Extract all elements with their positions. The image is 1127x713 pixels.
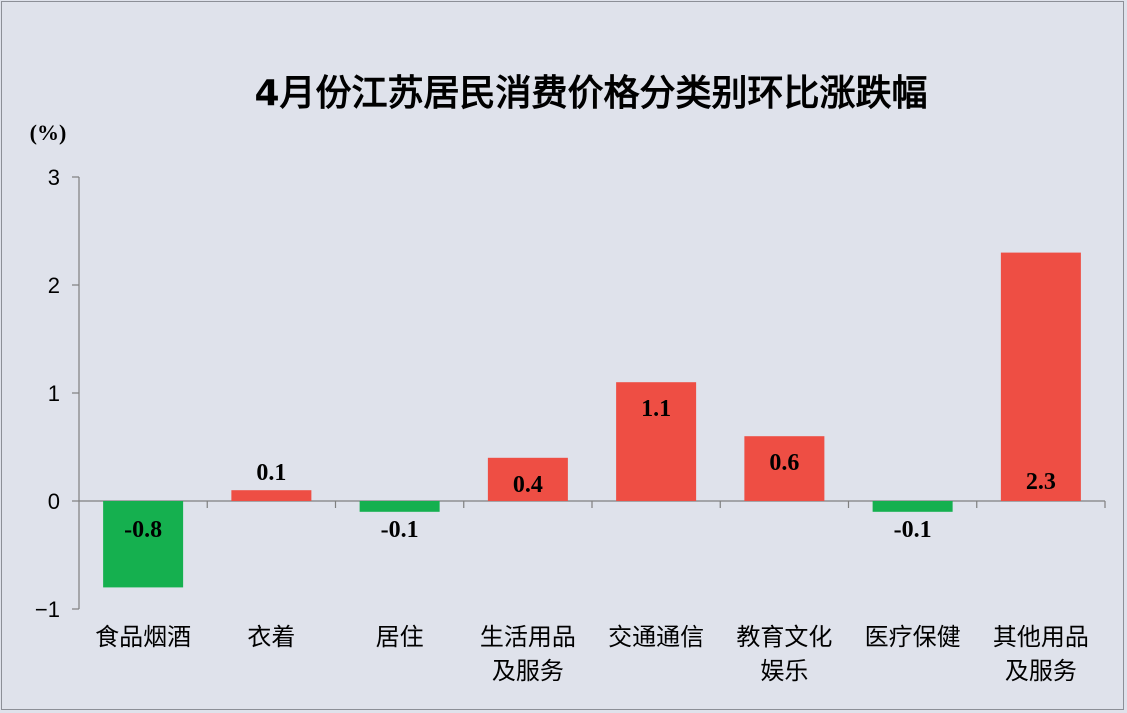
category-label: 教育文化 [736, 623, 832, 651]
category-label: 医疗保健 [865, 623, 961, 651]
bar [616, 382, 697, 501]
y-tick-label: 1 [48, 381, 60, 406]
data-label: 0.1 [256, 460, 286, 486]
y-tick-label: 3 [48, 165, 60, 190]
data-label: 0.6 [769, 450, 799, 476]
category-label: 居住 [376, 623, 424, 651]
data-label: -0.1 [894, 517, 932, 543]
category-label: 及服务 [1005, 657, 1077, 685]
y-axis: 3 2 1 0 −1 [35, 165, 80, 622]
category-label: 及服务 [492, 657, 564, 685]
bar [487, 457, 568, 501]
bar-series [103, 252, 1081, 588]
data-label: 0.4 [513, 472, 543, 498]
bar [744, 436, 825, 501]
category-label: 衣着 [247, 623, 295, 651]
bar [103, 501, 184, 588]
data-label: 2.3 [1026, 469, 1056, 495]
bar [231, 490, 312, 501]
bar [872, 501, 953, 512]
category-label: 食品烟酒 [95, 623, 191, 651]
y-tick-label: 2 [48, 273, 60, 298]
bar [359, 501, 440, 512]
bar [1000, 252, 1081, 501]
data-label: -0.1 [381, 517, 419, 543]
category-label: 娱乐 [760, 657, 808, 685]
chart-title: 4月份江苏居民消费价格分类别环比涨跌幅 [254, 73, 927, 114]
y-tick-label: 0 [48, 489, 60, 514]
category-label: 其他用品 [993, 623, 1089, 651]
category-label: 生活用品 [480, 623, 576, 651]
data-label: -0.8 [124, 517, 162, 543]
category-label: 交通通信 [608, 623, 704, 651]
y-tick-label: −1 [35, 597, 60, 622]
data-label: 1.1 [641, 396, 671, 422]
y-axis-unit: (%) [30, 120, 67, 145]
data-labels: -0.8 0.1 -0.1 0.4 1.1 0.6 -0.1 2.3 [124, 396, 1056, 543]
